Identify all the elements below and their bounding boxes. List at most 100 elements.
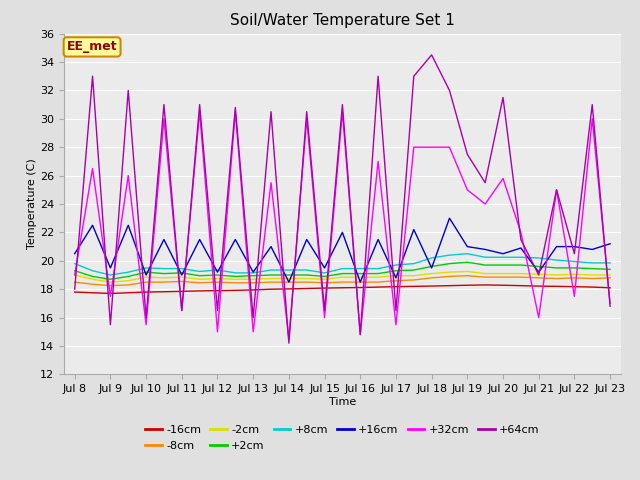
-16cm (570, 284, 578, 289)
+8cm (356, 266, 364, 272)
-16cm (445, 283, 453, 288)
+64cm (89, 73, 97, 79)
+16cm (392, 275, 400, 281)
+16cm (445, 216, 453, 221)
+16cm (356, 279, 364, 285)
-16cm (535, 283, 543, 289)
-2cm (356, 274, 364, 280)
-8cm (71, 279, 79, 285)
+8cm (214, 267, 221, 273)
+8cm (481, 254, 489, 260)
-8cm (374, 279, 382, 285)
+32cm (106, 293, 114, 299)
+2cm (445, 261, 453, 266)
+16cm (535, 269, 543, 275)
-16cm (321, 285, 328, 291)
+2cm (463, 259, 471, 265)
-2cm (285, 276, 292, 281)
-2cm (71, 272, 79, 278)
+2cm (250, 273, 257, 278)
Line: +32cm: +32cm (75, 112, 610, 339)
+16cm (481, 247, 489, 252)
-2cm (160, 275, 168, 281)
+2cm (517, 262, 525, 268)
-2cm (267, 276, 275, 281)
+8cm (196, 269, 204, 275)
+8cm (535, 255, 543, 261)
+32cm (499, 176, 507, 181)
+64cm (570, 251, 578, 257)
+16cm (178, 272, 186, 278)
+2cm (321, 274, 328, 279)
+2cm (428, 264, 435, 269)
+2cm (303, 272, 310, 278)
+16cm (570, 244, 578, 250)
+16cm (339, 229, 346, 235)
+8cm (374, 266, 382, 272)
+8cm (142, 265, 150, 271)
+8cm (267, 267, 275, 273)
+16cm (124, 222, 132, 228)
+16cm (499, 251, 507, 257)
-2cm (303, 276, 310, 281)
+32cm (71, 272, 79, 278)
-2cm (392, 273, 400, 278)
+2cm (285, 272, 292, 278)
+64cm (106, 322, 114, 327)
+2cm (553, 265, 561, 271)
-8cm (285, 279, 292, 285)
-8cm (267, 279, 275, 285)
+2cm (178, 270, 186, 276)
+64cm (232, 105, 239, 110)
Line: +64cm: +64cm (75, 55, 610, 343)
+32cm (588, 116, 596, 121)
+64cm (553, 187, 561, 192)
+16cm (321, 265, 328, 271)
+16cm (410, 227, 418, 232)
+32cm (463, 187, 471, 192)
+2cm (535, 264, 543, 269)
-8cm (445, 274, 453, 279)
+2cm (106, 276, 114, 282)
-2cm (606, 272, 614, 278)
+32cm (142, 322, 150, 327)
-16cm (499, 282, 507, 288)
-2cm (124, 278, 132, 284)
-8cm (517, 274, 525, 280)
-2cm (232, 276, 239, 282)
-2cm (339, 274, 346, 280)
+2cm (392, 268, 400, 274)
+8cm (321, 270, 328, 276)
X-axis label: Time: Time (329, 397, 356, 407)
+64cm (71, 286, 79, 292)
+16cm (303, 237, 310, 242)
+64cm (124, 87, 132, 93)
-8cm (214, 279, 221, 285)
Line: +16cm: +16cm (75, 218, 610, 282)
+64cm (339, 102, 346, 108)
-8cm (196, 280, 204, 286)
+32cm (214, 329, 221, 335)
+2cm (160, 271, 168, 276)
-8cm (410, 277, 418, 283)
Title: Soil/Water Temperature Set 1: Soil/Water Temperature Set 1 (230, 13, 455, 28)
+8cm (499, 254, 507, 260)
-2cm (428, 271, 435, 276)
+2cm (606, 266, 614, 272)
+16cm (196, 237, 204, 242)
+32cm (303, 116, 310, 121)
+2cm (214, 272, 221, 278)
+64cm (606, 303, 614, 309)
+32cm (553, 187, 561, 192)
+32cm (124, 173, 132, 179)
+8cm (588, 260, 596, 266)
Line: -2cm: -2cm (75, 272, 610, 282)
+2cm (499, 262, 507, 268)
+64cm (410, 73, 418, 79)
+8cm (445, 252, 453, 258)
+32cm (517, 229, 525, 235)
-16cm (392, 284, 400, 289)
+64cm (517, 237, 525, 242)
-8cm (89, 281, 97, 287)
+64cm (463, 151, 471, 157)
